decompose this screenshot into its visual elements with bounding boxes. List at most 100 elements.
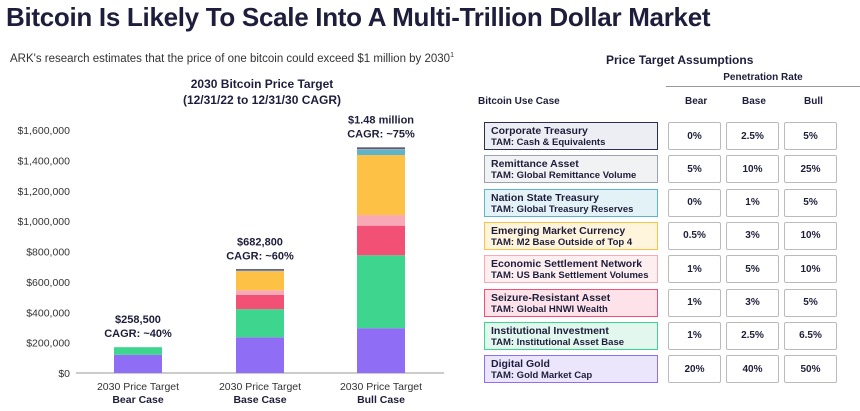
use-case-tam: TAM: Gold Market Cap [491, 370, 593, 382]
bar-segment-emerging-market-currency [357, 155, 405, 216]
bar-segment-corporate-treasury [357, 147, 405, 149]
subtitle-text: ARK's research estimates that the price … [10, 52, 451, 65]
x-tick-case-label: Bull Case [357, 394, 405, 406]
use-case-name: Remittance Asset [491, 158, 579, 171]
x-tick-case-label: Base Case [233, 394, 286, 406]
bar-value-label: $258,500 [115, 314, 161, 326]
penetration-base: 5% [726, 255, 779, 284]
bar-segment-emerging-market-currency [236, 271, 284, 291]
use-case-economic-settlement-network: Economic Settlement Network TAM: US Bank … [484, 255, 658, 284]
use-case-name: Digital Gold [491, 358, 550, 371]
y-tick-label: $800,000 [26, 247, 70, 259]
y-tick-label: $1,200,000 [17, 186, 70, 198]
y-tick-label: $1,400,000 [17, 155, 70, 167]
penetration-bull: 25% [784, 155, 837, 184]
use-case-tam: TAM: Cash & Equivalents [491, 137, 606, 148]
y-axis: $0 $200,000 $400,000 $600,000 $800,000 $1,000… [17, 125, 444, 380]
penetration-bear: 1% [668, 255, 721, 284]
col-header-bear: Bear [685, 96, 708, 107]
penetration-bull: 5% [784, 188, 837, 217]
subtitle-footnote: 1 [450, 52, 454, 59]
col-header-base: Base [742, 96, 766, 107]
penetration-base: 10% [726, 155, 779, 184]
use-case-name: Economic Settlement Network [491, 258, 643, 271]
use-case-tam: TAM: M2 Base Outside of Top 4 [491, 236, 633, 248]
bar-segment-institutional-investment [114, 347, 162, 355]
penetration-bear: 0% [668, 188, 721, 217]
bar-segment-economic-settlement-network [236, 290, 284, 295]
chart-title: 2030 Bitcoin Price Target [191, 77, 334, 91]
chart-subtitle: (12/31/22 to 12/31/30 CAGR) [183, 93, 341, 107]
penetration-rate-header: Penetration Rate [666, 68, 860, 87]
use-case-corporate-treasury: Corporate Treasury TAM: Cash & Equivalent… [484, 122, 658, 150]
y-tick-label: $0 [58, 368, 70, 380]
penetration-bear: 20% [668, 355, 721, 384]
use-case-header: Bitcoin Use Case [478, 96, 560, 107]
penetration-base: 3% [726, 288, 779, 317]
y-tick-label: $200,000 [26, 338, 70, 350]
use-case-tam: TAM: US Bank Settlement Volumes [491, 270, 649, 282]
y-tick-label: $1,000,000 [17, 216, 70, 228]
bar-cagr-label: CAGR: ~75% [347, 128, 415, 140]
penetration-base: 2.5% [726, 321, 779, 350]
y-tick-label: $400,000 [26, 307, 70, 319]
bar-segment-economic-settlement-network [357, 215, 405, 226]
use-case-seizure-resistant-asset: Seizure-Resistant Asset TAM: Global HNWI … [484, 288, 658, 317]
use-case-name: Institutional Investment [491, 324, 609, 337]
penetration-bull: 50% [784, 355, 837, 384]
use-case-nation-state-treasury: Nation State Treasury TAM: Global Treasur… [484, 188, 658, 217]
use-case-remittance-asset: Remittance Asset TAM: Global Remittance V… [484, 155, 658, 184]
bar-value-label: $682,800 [237, 236, 283, 248]
bar-cagr-label: CAGR: ~40% [104, 328, 172, 340]
y-tick-label: $1,600,000 [17, 125, 70, 137]
bar-segment-digital-gold [357, 328, 405, 373]
use-case-tam: TAM: Global Remittance Volume [491, 170, 637, 182]
x-tick-label: 2030 Price Target [97, 381, 179, 393]
use-case-tam: TAM: Institutional Asset Base [491, 336, 625, 348]
penetration-bull: 5% [784, 288, 837, 317]
page-title: Bitcoin Is Likely To Scale Into A Multi-… [6, 2, 711, 32]
bar-segment-remittance-asset [236, 270, 284, 272]
y-tick-label: $600,000 [26, 277, 70, 289]
x-tick-label: 2030 Price Target [219, 381, 301, 393]
page-subtitle: ARK's research estimates that the price … [10, 52, 454, 65]
penetration-bull: 10% [784, 255, 837, 284]
bar-segment-seizure-resistant-asset [357, 225, 405, 256]
penetration-base: 40% [726, 355, 779, 384]
penetration-bear: 5% [668, 155, 721, 184]
penetration-bull: 5% [784, 122, 837, 150]
bar-segment-remittance-asset [357, 148, 405, 150]
penetration-bear: 1% [668, 321, 721, 350]
penetration-base: 2.5% [726, 122, 779, 150]
penetration-bear: 0.5% [668, 221, 721, 250]
penetration-bear: 0% [668, 122, 721, 150]
bar-value-label: $1.48 million [348, 114, 414, 126]
use-case-emerging-market-currency: Emerging Market Currency TAM: M2 Base Out… [484, 221, 658, 250]
x-tick-case-label: Bear Case [112, 394, 164, 406]
use-case-name: Emerging Market Currency [491, 224, 626, 237]
bar-segment-institutional-investment [236, 309, 284, 338]
price-target-chart: 2030 Bitcoin Price Target (12/31/22 to 1… [17, 77, 444, 406]
use-case-institutional-investment: Institutional Investment TAM: Institution… [484, 321, 658, 350]
col-header-bull: Bull [804, 96, 823, 107]
assumptions-title: Price Target Assumptions [606, 53, 754, 67]
bar-segment-seizure-resistant-asset [236, 294, 284, 310]
bar-segment-digital-gold [236, 337, 284, 373]
penetration-base: 3% [726, 221, 779, 250]
x-tick-label: 2030 Price Target [340, 381, 422, 393]
use-case-digital-gold: Digital Gold TAM: Gold Market Cap [484, 355, 658, 384]
bar-segment-corporate-treasury [236, 269, 284, 271]
bar-segment-nation-state-treasury [357, 149, 405, 156]
penetration-bull: 10% [784, 221, 837, 250]
use-case-tam: TAM: Global Treasury Reserves [491, 203, 634, 215]
bar-segment-digital-gold [114, 354, 162, 373]
penetration-base: 1% [726, 188, 779, 217]
use-case-tam: TAM: Global HNWI Wealth [491, 303, 608, 315]
bar-cagr-label: CAGR: ~60% [226, 250, 294, 262]
use-case-name: Corporate Treasury [491, 125, 588, 137]
bars [114, 147, 405, 373]
bar-segment-institutional-investment [357, 255, 405, 329]
use-case-name: Seizure-Resistant Asset [491, 291, 611, 304]
use-case-name: Nation State Treasury [491, 191, 599, 204]
